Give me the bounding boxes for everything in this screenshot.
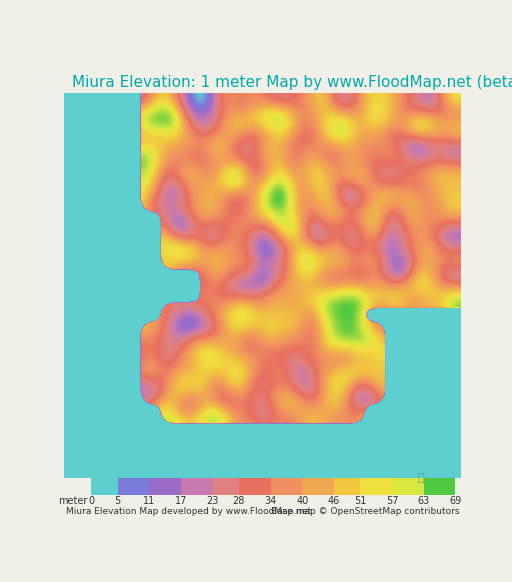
Bar bbox=[424, 478, 455, 495]
Text: 40: 40 bbox=[296, 496, 308, 506]
Bar bbox=[118, 478, 149, 495]
Bar bbox=[302, 478, 334, 495]
Text: 0: 0 bbox=[88, 496, 94, 506]
Text: 28: 28 bbox=[233, 496, 245, 506]
Text: Miura Elevation: 1 meter Map by www.FloodMap.net (beta): Miura Elevation: 1 meter Map by www.Floo… bbox=[72, 75, 512, 90]
Bar bbox=[149, 478, 181, 495]
Text: Base map © OpenStreetMap contributors: Base map © OpenStreetMap contributors bbox=[271, 508, 459, 516]
Text: 🔍: 🔍 bbox=[417, 473, 424, 483]
Text: 57: 57 bbox=[386, 496, 398, 506]
Bar bbox=[271, 478, 302, 495]
Bar bbox=[239, 478, 271, 495]
Text: 23: 23 bbox=[206, 496, 219, 506]
Text: 51: 51 bbox=[354, 496, 367, 506]
Bar bbox=[334, 478, 360, 495]
Text: 34: 34 bbox=[265, 496, 276, 506]
Bar bbox=[424, 478, 455, 495]
Text: 5: 5 bbox=[114, 496, 121, 506]
Bar bbox=[392, 478, 424, 495]
Text: 46: 46 bbox=[328, 496, 340, 506]
Bar bbox=[360, 478, 392, 495]
Text: Miura Elevation Map developed by www.FloodMap.net: Miura Elevation Map developed by www.Flo… bbox=[66, 508, 311, 516]
Text: 17: 17 bbox=[175, 496, 187, 506]
Bar bbox=[91, 478, 118, 495]
Text: 11: 11 bbox=[143, 496, 155, 506]
Bar bbox=[212, 478, 239, 495]
Text: 63: 63 bbox=[418, 496, 430, 506]
Bar bbox=[181, 478, 212, 495]
Text: meter: meter bbox=[58, 496, 87, 506]
Text: 69: 69 bbox=[449, 496, 461, 506]
